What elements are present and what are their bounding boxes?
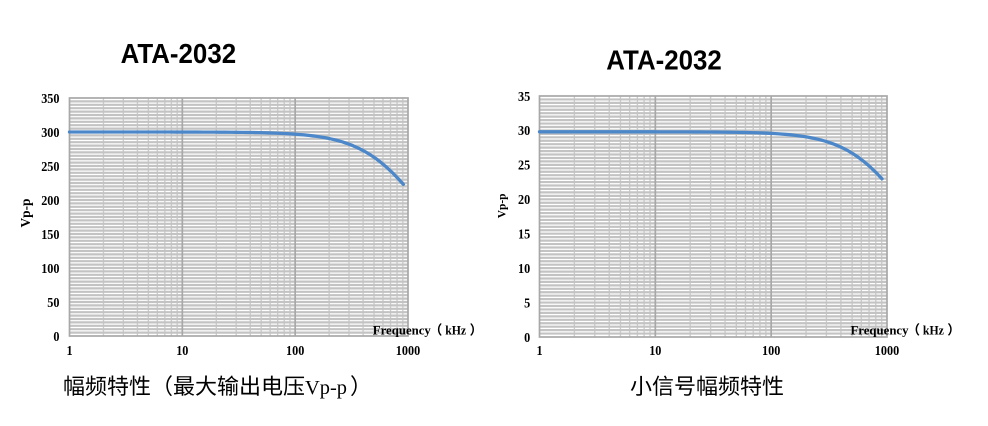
svg-text:Vp-p: Vp-p <box>18 199 33 228</box>
svg-text:15: 15 <box>518 228 530 243</box>
svg-text:0: 0 <box>524 331 530 346</box>
svg-text:100: 100 <box>762 344 780 359</box>
svg-text:10: 10 <box>649 344 661 359</box>
svg-text:35: 35 <box>518 90 530 105</box>
svg-text:Frequency: Frequency <box>373 322 431 337</box>
svg-text:0: 0 <box>53 330 59 345</box>
svg-text:1000: 1000 <box>396 344 420 359</box>
svg-text:1: 1 <box>66 344 72 359</box>
svg-text:350: 350 <box>41 92 59 107</box>
svg-text:1000: 1000 <box>875 344 899 359</box>
svg-text:10: 10 <box>518 262 530 277</box>
svg-text:kHz: kHz <box>923 322 944 337</box>
svg-text:1: 1 <box>536 344 542 359</box>
svg-text:Vp-p: Vp-p <box>305 377 347 399</box>
svg-text:5: 5 <box>524 296 530 311</box>
svg-text:300: 300 <box>41 126 59 141</box>
svg-text:150: 150 <box>41 228 59 243</box>
svg-text:10: 10 <box>176 344 188 359</box>
svg-text:ATA-2032: ATA-2032 <box>606 45 722 76</box>
svg-text:kHz: kHz <box>445 322 466 337</box>
svg-text:250: 250 <box>41 160 59 175</box>
svg-text:200: 200 <box>41 194 59 209</box>
svg-text:20: 20 <box>518 193 530 208</box>
svg-text:ATA-2032: ATA-2032 <box>121 38 237 69</box>
svg-text:Frequency: Frequency <box>851 322 909 337</box>
svg-text:Vp-p: Vp-p <box>495 193 509 218</box>
svg-text:100: 100 <box>286 344 304 359</box>
svg-text:30: 30 <box>518 124 530 139</box>
svg-text:25: 25 <box>518 159 530 174</box>
svg-text:50: 50 <box>47 296 59 311</box>
svg-text:100: 100 <box>41 262 59 277</box>
